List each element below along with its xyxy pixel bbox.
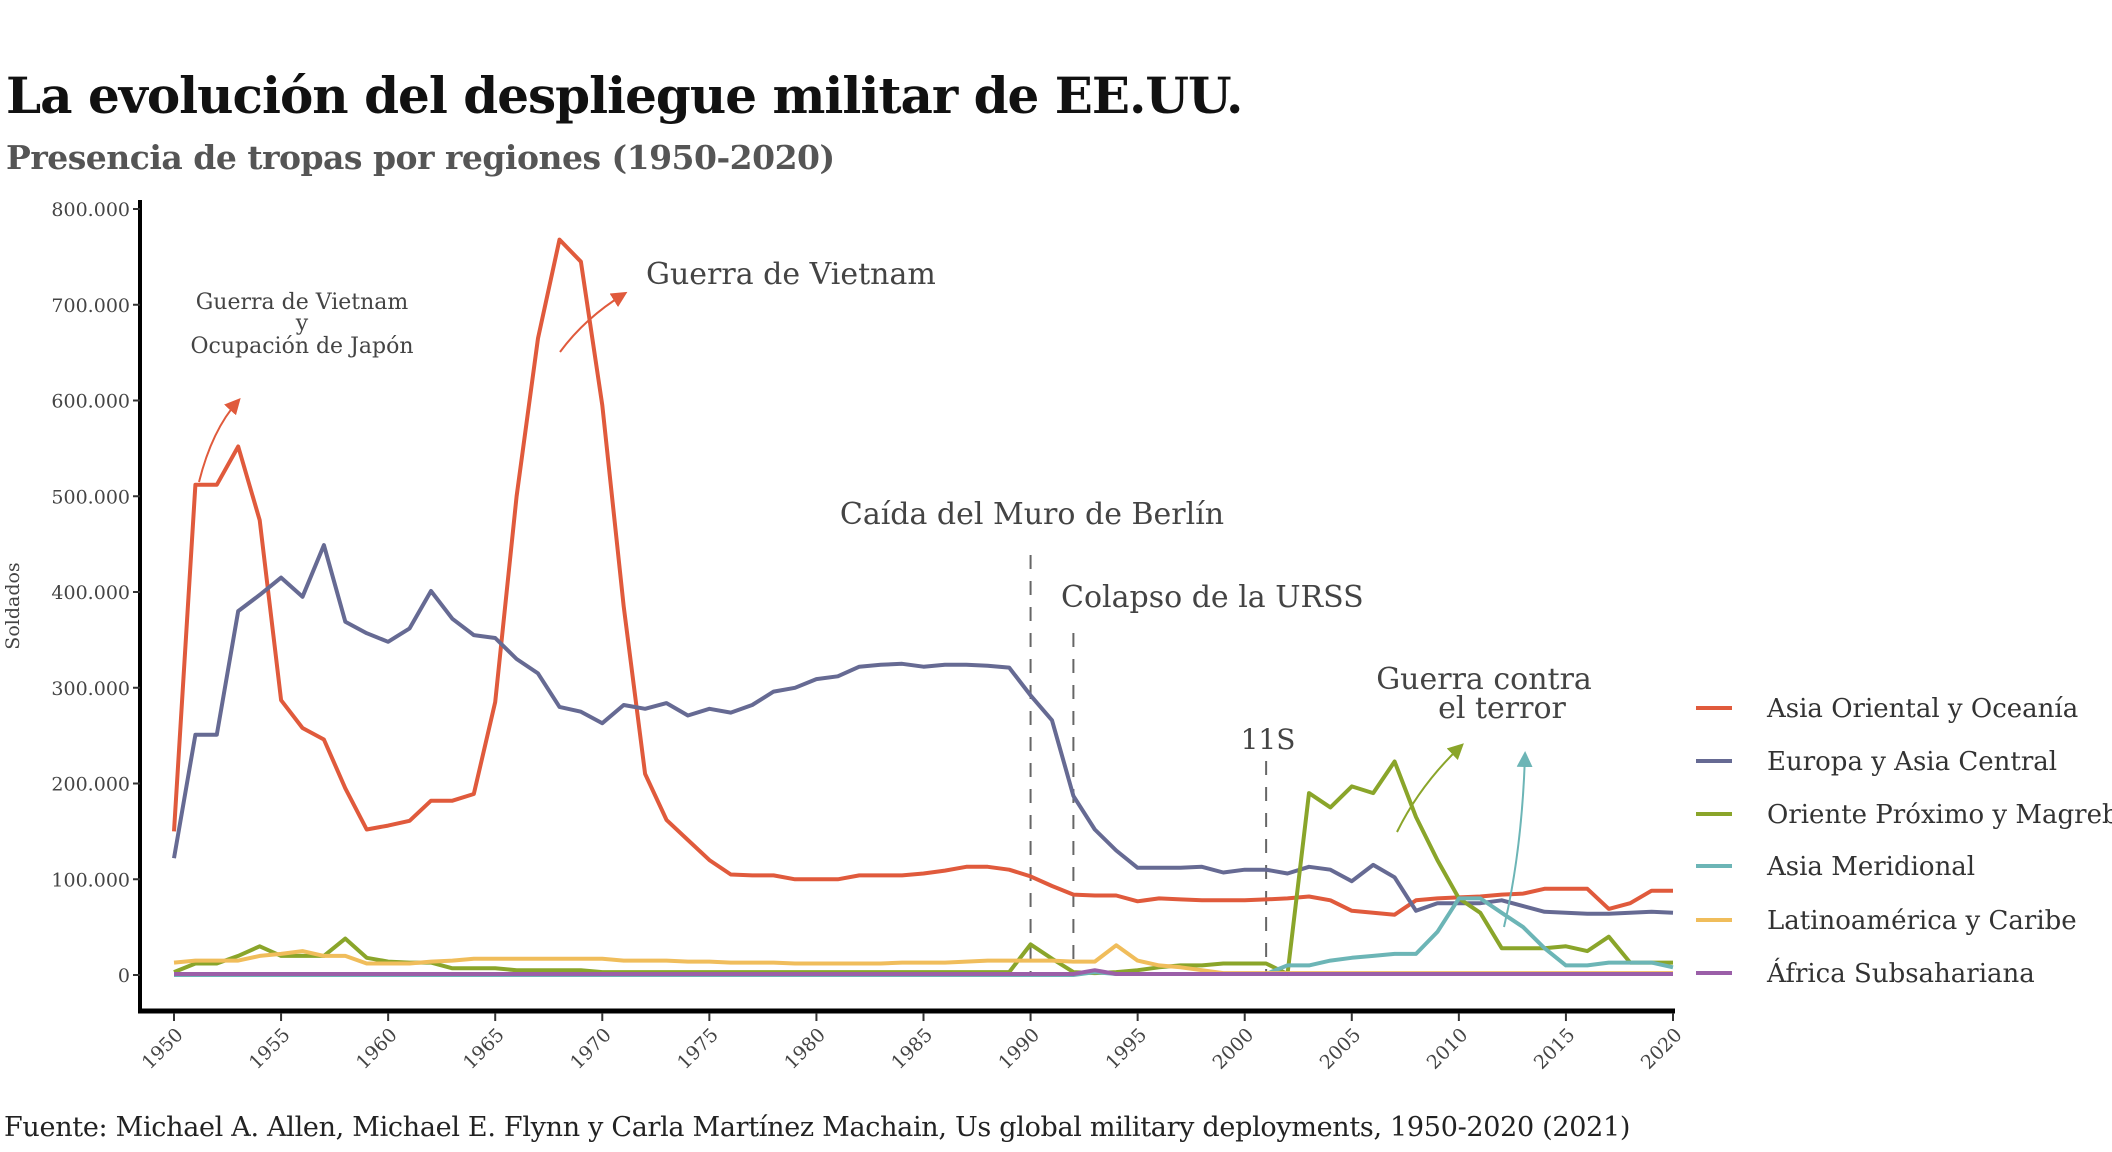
series-line-4 (173, 943, 1673, 976)
y-tick-label: 800.000 (51, 199, 130, 221)
annotation-vietnam-japon-1: Guerra de Vietnam (196, 290, 409, 315)
x-tick-label: 1995 (1101, 1024, 1151, 1074)
annotation-vietnam-japon-2: y (295, 311, 309, 336)
annotation-terror-2: el terror (1438, 691, 1566, 726)
legend-label: Asia Oriental y Oceanía (1766, 694, 2078, 724)
source-note: Fuente: Michael A. Allen, Michael E. Fly… (4, 1112, 1631, 1143)
y-tick-label: 600.000 (51, 391, 130, 413)
x-tick-label: 1950 (138, 1024, 188, 1074)
y-tick-label: 300.000 (51, 678, 130, 700)
series-line-5 (174, 968, 1673, 976)
annotation-vietnam-japon-3: Ocupación de Japón (190, 334, 413, 359)
x-tick-label: 2015 (1530, 1024, 1580, 1074)
arrow-terror-green (1396, 743, 1464, 833)
annotation-urss: Colapso de la URSS (1061, 580, 1364, 615)
legend-label: África Subsahariana (1766, 957, 2035, 989)
x-tick-label: 1970 (566, 1024, 616, 1074)
x-tick-label: 2000 (1208, 1024, 1258, 1074)
legend-label: Europa y Asia Central (1767, 747, 2057, 777)
legend-label: Latinoamérica y Caribe (1767, 906, 2077, 936)
x-tick-label: 1985 (887, 1024, 937, 1074)
arrow-vietnam-japon (198, 398, 241, 483)
series-line-1 (172, 543, 1674, 916)
x-tick-label: 2020 (1637, 1024, 1687, 1074)
series-line-0 (172, 237, 1673, 917)
x-tick-label: 1975 (673, 1024, 723, 1074)
chart-title: La evolución del despliegue militar de E… (6, 66, 1243, 125)
x-tick-label: 2010 (1423, 1024, 1473, 1074)
y-tick-label: 0 (118, 965, 130, 987)
chart-subtitle: Presencia de tropas por regiones (1950-2… (6, 138, 835, 177)
legend-label: Asia Meridional (1766, 852, 1975, 882)
x-tick-label: 1990 (994, 1024, 1044, 1074)
y-tick-label: 700.000 (51, 295, 130, 317)
y-tick-label: 200.000 (51, 774, 130, 796)
legend-label: Oriente Próximo y Magreb (1767, 800, 2112, 830)
y-tick-label: 500.000 (51, 486, 130, 508)
arrow-terror-teal (1503, 751, 1533, 928)
y-axis-label: Soldados (2, 562, 24, 649)
x-tick-label: 1955 (245, 1024, 295, 1074)
x-tick-label: 2005 (1316, 1024, 1366, 1074)
annotation-11s: 11S (1241, 723, 1296, 756)
x-tick-label: 1960 (352, 1024, 402, 1074)
annotation-berlin: Caída del Muro de Berlín (840, 497, 1224, 532)
annotation-terror-1: Guerra contra (1376, 662, 1592, 697)
annotation-vietnam: Guerra de Vietnam (646, 257, 936, 292)
series-line-2 (173, 759, 1673, 976)
y-tick-label: 400.000 (51, 582, 130, 604)
x-tick-label: 1980 (780, 1024, 830, 1074)
x-tick-label: 1965 (459, 1024, 509, 1074)
arrow-vietnam (559, 291, 628, 353)
legend: Asia Oriental y Oceanía Europa y Asia Cen… (1696, 694, 2112, 989)
y-tick-label: 100.000 (51, 869, 130, 891)
